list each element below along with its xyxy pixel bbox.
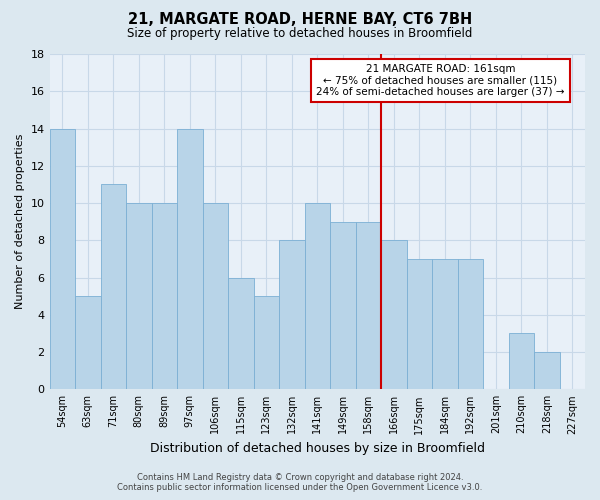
Bar xyxy=(356,222,381,390)
X-axis label: Distribution of detached houses by size in Broomfield: Distribution of detached houses by size … xyxy=(150,442,485,455)
Bar xyxy=(534,352,560,390)
Text: 21 MARGATE ROAD: 161sqm
← 75% of detached houses are smaller (115)
24% of semi-d: 21 MARGATE ROAD: 161sqm ← 75% of detache… xyxy=(316,64,565,98)
Text: Contains HM Land Registry data © Crown copyright and database right 2024.
Contai: Contains HM Land Registry data © Crown c… xyxy=(118,473,482,492)
Y-axis label: Number of detached properties: Number of detached properties xyxy=(15,134,25,310)
Bar xyxy=(177,128,203,390)
Bar xyxy=(203,203,228,390)
Bar xyxy=(509,334,534,390)
Text: 21, MARGATE ROAD, HERNE BAY, CT6 7BH: 21, MARGATE ROAD, HERNE BAY, CT6 7BH xyxy=(128,12,472,28)
Bar xyxy=(279,240,305,390)
Bar xyxy=(432,259,458,390)
Bar xyxy=(407,259,432,390)
Bar xyxy=(254,296,279,390)
Bar xyxy=(126,203,152,390)
Bar xyxy=(305,203,330,390)
Bar xyxy=(458,259,483,390)
Text: Size of property relative to detached houses in Broomfield: Size of property relative to detached ho… xyxy=(127,28,473,40)
Bar xyxy=(101,184,126,390)
Bar xyxy=(75,296,101,390)
Bar xyxy=(381,240,407,390)
Bar xyxy=(228,278,254,390)
Bar xyxy=(330,222,356,390)
Bar xyxy=(50,128,75,390)
Bar xyxy=(152,203,177,390)
